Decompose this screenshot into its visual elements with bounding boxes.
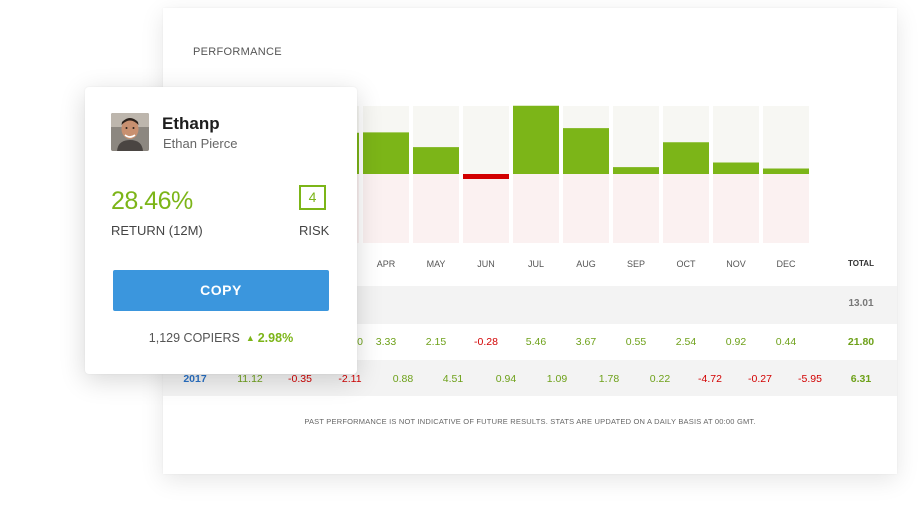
cell-2018: 2.15	[425, 336, 447, 348]
month-label-oct: OCT	[676, 259, 696, 269]
month-label-may: MAY	[426, 259, 446, 269]
bar-track-negative	[463, 174, 509, 243]
total-column-label: TOTAL	[848, 259, 874, 268]
user-avatar[interactable]	[111, 113, 149, 151]
arrow-up-icon: ▲	[245, 333, 255, 343]
month-label-jul: JUL	[527, 259, 544, 269]
bar-track-negative	[363, 174, 409, 243]
bar-may[interactable]	[413, 147, 459, 174]
year-label-2017: 2017	[183, 373, 207, 385]
return-label: RETURN (12M)	[111, 223, 203, 238]
cell-2017: 0.88	[392, 373, 414, 385]
copiers-change-value: 2.98%	[257, 331, 294, 345]
total-cell-2017: 6.31	[850, 373, 872, 385]
cell-2018: 3.67	[575, 336, 597, 348]
cell-2018: 0.55	[625, 336, 647, 348]
month-label-sep: SEP	[626, 259, 645, 269]
table-row-2017: 2017 11.12 -0.35 -2.11 0.88 4.51 0.94 1.09 1.78 0…	[163, 360, 897, 396]
bar-nov[interactable]	[713, 162, 759, 175]
bar-sep[interactable]	[613, 167, 659, 174]
cell-2018: 0.44	[775, 336, 797, 348]
cell-2017: -0.27	[748, 373, 772, 385]
bar-track-negative	[413, 174, 459, 243]
risk-label: RISK	[299, 223, 330, 238]
avatar-portrait-icon	[111, 113, 149, 151]
bar-track-negative	[763, 174, 809, 243]
bar-track-positive	[463, 106, 509, 174]
total-cell-2019: 13.01	[848, 298, 874, 309]
cell-2017: -5.95	[798, 373, 822, 385]
bar-track-negative	[713, 174, 759, 243]
cell-2017: 4.51	[442, 373, 464, 385]
total-cell-2018: 21.80	[847, 336, 875, 348]
bar-dec[interactable]	[763, 168, 809, 175]
cell-2018: -0.28	[474, 336, 498, 348]
copiers-change: ▲ 2.98%	[246, 331, 293, 345]
cell-2018: 3.33	[375, 336, 397, 348]
trader-profile-card: Ethanp Ethan Pierce 28.46% RETURN (12M) …	[85, 87, 357, 374]
copy-button[interactable]: COPY	[113, 270, 329, 311]
bar-track-negative	[663, 174, 709, 243]
cell-2017: -2.11	[338, 373, 362, 385]
full-name: Ethan Pierce	[163, 136, 238, 151]
disclaimer-text: PAST PERFORMANCE IS NOT INDICATIVE OF FU…	[304, 417, 756, 426]
bar-track-negative	[513, 174, 559, 243]
month-label-apr: APR	[376, 259, 396, 269]
copiers-stat: 1,129 COPIERS ▲ 2.98%	[85, 331, 357, 345]
bar-track-negative	[613, 174, 659, 243]
cell-2017: 0.22	[649, 373, 671, 385]
username[interactable]: Ethanp	[162, 114, 220, 133]
cell-2017: 1.09	[546, 373, 568, 385]
return-value: 28.46%	[111, 187, 193, 215]
bar-jun[interactable]	[463, 174, 509, 179]
cell-2017: -4.72	[698, 373, 722, 385]
bar-apr[interactable]	[363, 132, 409, 174]
cell-2018: 5.46	[525, 336, 547, 348]
month-label-aug: AUG	[576, 259, 596, 269]
cell-2018: 0.92	[725, 336, 747, 348]
bar-aug[interactable]	[563, 128, 609, 174]
bar-jul[interactable]	[513, 105, 559, 174]
cell-2017: -0.35	[288, 373, 312, 385]
month-label-dec: DEC	[776, 259, 796, 269]
cell-2017: 11.12	[237, 373, 263, 385]
cell-2018: 2.54	[675, 336, 697, 348]
bar-track-positive	[613, 106, 659, 174]
cell-2017: 1.78	[598, 373, 620, 385]
copiers-count: 1,129 COPIERS	[148, 331, 240, 345]
bar-oct[interactable]	[663, 142, 709, 174]
bar-track-negative	[563, 174, 609, 243]
risk-score-badge: 4	[299, 185, 326, 210]
bar-track-positive	[763, 106, 809, 174]
performance-title: PERFORMANCE	[193, 46, 282, 58]
cell-2017: 0.94	[495, 373, 517, 385]
cell-2018: 0	[357, 336, 363, 348]
month-label-jun: JUN	[477, 259, 495, 269]
month-label-nov: NOV	[726, 259, 746, 269]
